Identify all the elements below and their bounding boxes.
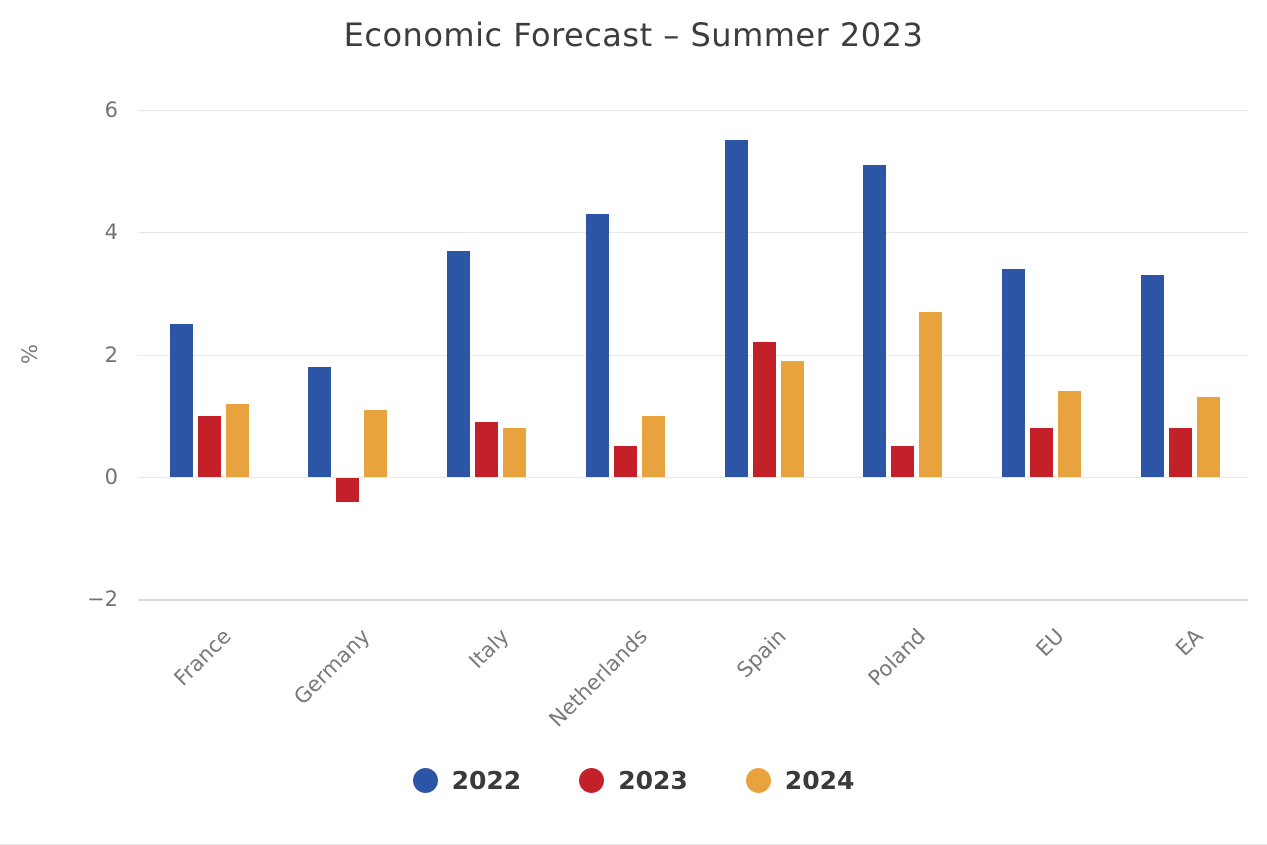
y-tick-0: 0 — [104, 465, 118, 489]
bar-netherlands-2023[interactable] — [613, 446, 637, 477]
chart-title: Economic Forecast – Summer 2023 — [343, 16, 924, 54]
y-tick-4: 4 — [104, 220, 118, 245]
bar-italy-2024[interactable] — [503, 428, 527, 477]
legend-dot-2024 — [745, 768, 771, 793]
legend-item-2024[interactable]: 2024 — [745, 766, 855, 795]
bar-ea-2023[interactable] — [1168, 428, 1192, 477]
legend-label-2023: 2023 — [618, 766, 688, 795]
bar-italy-2022[interactable] — [447, 250, 471, 477]
x-label-eu: EU — [1031, 624, 1069, 662]
legend-item-2023[interactable]: 2023 — [579, 766, 688, 795]
y-tick-6: 6 — [104, 97, 118, 122]
bar-germany-2023[interactable] — [336, 478, 360, 503]
bar-spain-2024[interactable] — [780, 360, 804, 477]
x-label-ea: EA — [1170, 624, 1208, 661]
bar-poland-2023[interactable] — [891, 446, 915, 477]
legend-dot-2022 — [412, 768, 438, 793]
bar-ea-2022[interactable] — [1140, 275, 1164, 477]
gridline-4 — [138, 232, 1248, 234]
legend-item-2022[interactable]: 2022 — [412, 766, 522, 795]
x-label-netherlands: Netherlands — [544, 624, 653, 732]
bar-spain-2022[interactable] — [724, 140, 748, 477]
gridline-2 — [138, 354, 1248, 356]
plot-area: France Germany Italy Netherlands Spain Poland… — [138, 0, 1248, 844]
gridline-0 — [138, 477, 1248, 478]
bar-france-2022[interactable] — [169, 324, 193, 477]
bar-eu-2024[interactable] — [1058, 391, 1082, 477]
legend-label-2022: 2022 — [451, 766, 522, 795]
legend-dot-2023 — [579, 768, 605, 793]
gridline--2 — [138, 599, 1248, 602]
bar-spain-2023[interactable] — [752, 342, 776, 477]
bar-france-2023[interactable] — [197, 415, 221, 477]
y-tick--2: −2 — [87, 587, 118, 612]
bar-poland-2022[interactable] — [863, 164, 887, 477]
x-label-spain: Spain — [732, 624, 792, 683]
gridline-6 — [138, 109, 1248, 111]
x-label-germany: Germany — [289, 624, 375, 710]
bar-italy-2023[interactable] — [475, 421, 499, 477]
bar-netherlands-2024[interactable] — [641, 415, 665, 477]
bar-poland-2024[interactable] — [919, 311, 943, 477]
x-label-france: France — [169, 624, 237, 691]
bar-germany-2022[interactable] — [308, 366, 332, 477]
bar-france-2024[interactable] — [225, 403, 249, 477]
x-label-poland: Poland — [863, 624, 930, 691]
x-label-italy: Italy — [464, 624, 514, 674]
y-tick-2: 2 — [104, 342, 118, 367]
legend-label-2024: 2024 — [784, 766, 855, 795]
bar-netherlands-2022[interactable] — [585, 213, 609, 477]
bar-germany-2024[interactable] — [364, 409, 388, 477]
bar-eu-2022[interactable] — [1002, 268, 1026, 477]
bar-eu-2023[interactable] — [1030, 428, 1054, 477]
bar-ea-2024[interactable] — [1196, 397, 1220, 477]
legend: 2022 2023 2024 — [0, 766, 1267, 795]
